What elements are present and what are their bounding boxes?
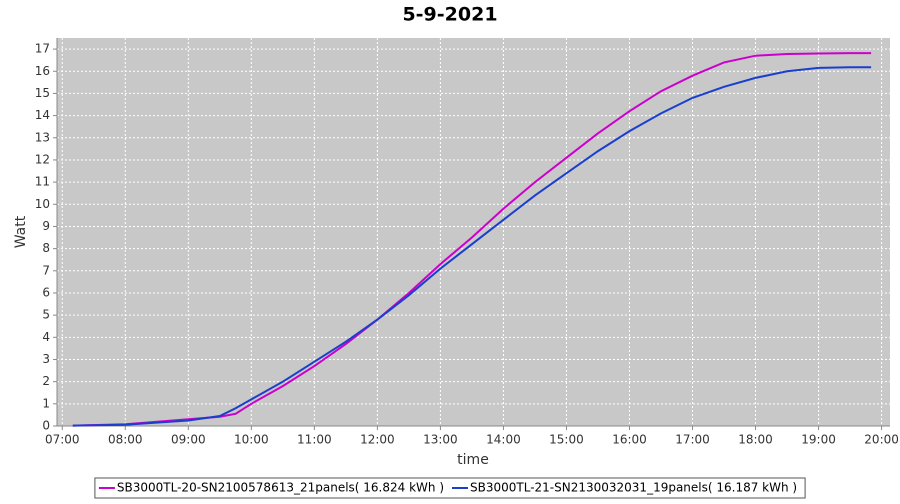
- y-tick-label: 4: [42, 330, 50, 344]
- x-axis-label: time: [457, 452, 489, 468]
- x-tick-label: 18:00: [738, 433, 773, 447]
- y-tick-label: 14: [35, 108, 50, 122]
- y-tick-label: 15: [35, 86, 50, 100]
- y-tick-label: 2: [42, 374, 50, 388]
- legend: SB3000TL-20-SN2100578613_21panels( 16.82…: [94, 477, 806, 499]
- x-tick-label: 13:00: [423, 433, 458, 447]
- y-tick-label: 8: [42, 241, 50, 255]
- x-tick-label: 19:00: [801, 433, 836, 447]
- x-tick-label: 20:00: [864, 433, 899, 447]
- series-line: [72, 66, 872, 427]
- x-tick-label: 15:00: [549, 433, 584, 447]
- y-tick-label: 0: [42, 419, 50, 433]
- y-tick-label: 10: [35, 197, 50, 211]
- y-tick-label: 3: [42, 352, 50, 366]
- y-tick-label: 9: [42, 219, 50, 233]
- x-tick-label: 12:00: [360, 433, 395, 447]
- y-tick-label: 13: [35, 130, 50, 144]
- x-tick-label: 10:00: [234, 433, 269, 447]
- x-tick-label: 11:00: [297, 433, 332, 447]
- x-tick-label: 16:00: [612, 433, 647, 447]
- x-tick-label: 08:00: [108, 433, 143, 447]
- legend-label: SB3000TL-20-SN2100578613_21panels( 16.82…: [117, 481, 444, 495]
- legend-box: [94, 477, 806, 499]
- plot-area: [57, 38, 890, 426]
- y-tick-label: 16: [35, 64, 50, 78]
- series-line: [72, 52, 872, 427]
- y-tick-label: 1: [42, 396, 50, 410]
- x-tick-label: 14:00: [486, 433, 521, 447]
- y-tick-label: 6: [42, 285, 50, 299]
- y-axis-label: Watt: [13, 215, 29, 248]
- y-tick-label: 11: [35, 175, 50, 189]
- x-tick-label: 17:00: [675, 433, 710, 447]
- y-tick-label: 7: [42, 263, 50, 277]
- x-tick-label: 09:00: [171, 433, 206, 447]
- y-tick-label: 17: [35, 42, 50, 56]
- chart-title: 5-9-2021: [402, 4, 497, 26]
- y-tick-label: 12: [35, 152, 50, 166]
- legend-label: SB3000TL-21-SN2130032031_19panels( 16.18…: [470, 481, 797, 495]
- x-tick-label: 07:00: [45, 433, 80, 447]
- y-tick-label: 5: [42, 308, 50, 322]
